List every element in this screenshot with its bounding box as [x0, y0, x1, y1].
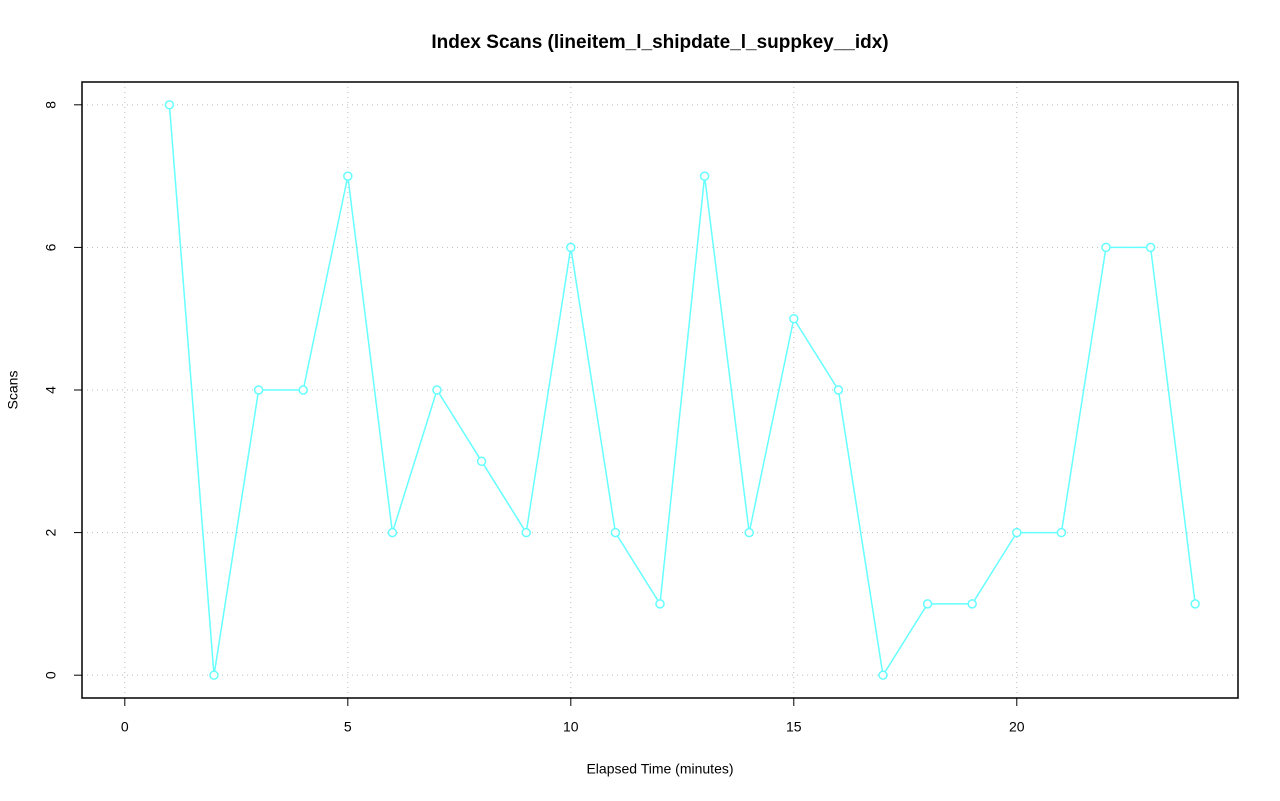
y-tick-label: 6 — [43, 243, 59, 251]
point — [1056, 527, 1067, 538]
point — [1012, 527, 1022, 538]
point — [432, 385, 442, 395]
plot-frame — [81, 81, 1239, 699]
x-tick-label: 10 — [563, 719, 579, 735]
point — [253, 385, 264, 395]
chart-title: Index Scans (lineitem_l_shipdate_l_suppk… — [431, 32, 888, 53]
point — [789, 313, 799, 324]
line — [168, 104, 1196, 678]
y-axis-label: Scans — [5, 371, 21, 410]
point — [610, 527, 621, 538]
point — [1145, 242, 1156, 253]
point — [655, 599, 665, 609]
y-tick-label: 4 — [43, 386, 59, 394]
point — [566, 242, 576, 253]
point — [744, 527, 754, 538]
point — [922, 599, 933, 609]
x-axis-label: Elapsed Time (minutes) — [586, 761, 733, 777]
point — [1101, 242, 1111, 253]
point — [164, 100, 175, 110]
point — [387, 527, 398, 538]
x-tick-label: 0 — [121, 719, 129, 735]
point — [343, 171, 353, 181]
point — [967, 599, 977, 609]
x-tick-label: 20 — [1009, 719, 1025, 735]
x-tick-label: 15 — [786, 719, 802, 735]
y-tick-label: 8 — [43, 101, 59, 109]
point — [699, 171, 710, 181]
point — [521, 527, 531, 538]
y-tick-label: 0 — [43, 671, 59, 679]
point — [298, 385, 308, 395]
point — [878, 670, 888, 680]
point — [476, 456, 487, 467]
point — [833, 385, 844, 395]
x-tick-label: 5 — [344, 719, 352, 735]
point — [209, 670, 219, 680]
point — [1190, 599, 1200, 609]
y-tick-label: 2 — [43, 528, 59, 536]
